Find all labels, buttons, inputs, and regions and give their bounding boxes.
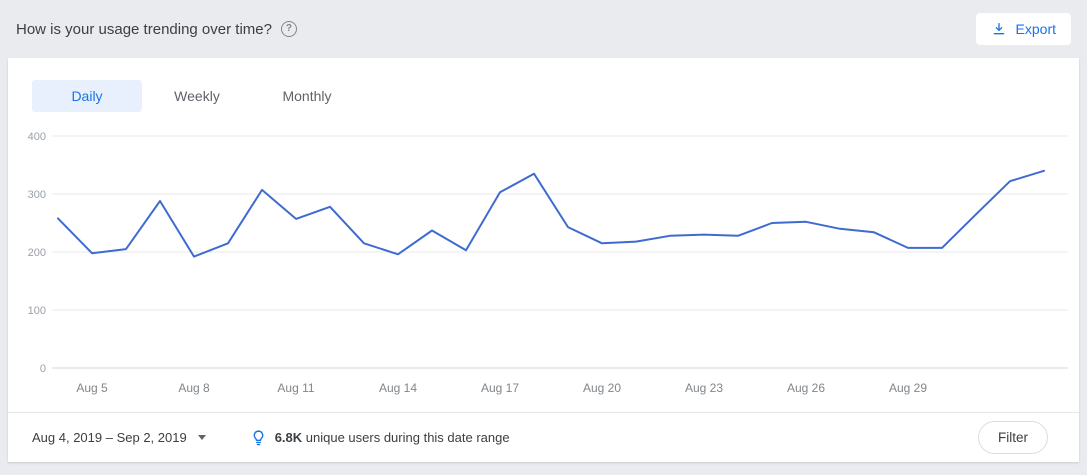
download-icon <box>993 23 1004 35</box>
granularity-tabs: Daily Weekly Monthly <box>8 58 1079 112</box>
tab-weekly[interactable]: Weekly <box>174 88 220 104</box>
usage-line-chart: 0 100 200 300 400 Aug 5 Aug 8 Aug 11 Aug 14 Aug 1… <box>28 131 1068 395</box>
svg-text:Aug 11: Aug 11 <box>277 381 314 395</box>
export-label: Export <box>1015 21 1056 37</box>
svg-text:400: 400 <box>28 131 46 143</box>
svg-text:Aug 17: Aug 17 <box>481 381 519 395</box>
svg-text:Aug 14: Aug 14 <box>379 381 417 395</box>
lightbulb-icon <box>253 430 264 446</box>
page-title: How is your usage trending over time? <box>16 20 272 38</box>
tab-daily[interactable]: Daily <box>32 80 142 112</box>
caret-down-icon <box>197 435 206 440</box>
usage-chart-card: Daily Weekly Monthly 0 100 200 300 400 Aug 5 A… <box>8 58 1079 462</box>
svg-text:300: 300 <box>28 189 46 201</box>
svg-text:Aug 29: Aug 29 <box>889 381 927 395</box>
tab-monthly[interactable]: Monthly <box>282 88 332 104</box>
chart-footer: Aug 4, 2019 – Sep 2, 2019 6.8K unique us… <box>8 412 1079 462</box>
svg-text:200: 200 <box>28 247 46 259</box>
svg-text:0: 0 <box>40 363 46 375</box>
insight-value: 6.8K <box>274 430 303 445</box>
filter-button[interactable]: Filter <box>978 421 1048 454</box>
page-header: How is your usage trending over time? ? … <box>0 0 1087 58</box>
svg-text:Aug 23: Aug 23 <box>685 381 723 395</box>
svg-text:Aug 5: Aug 5 <box>76 381 108 395</box>
date-range-label: Aug 4, 2019 – Sep 2, 2019 <box>32 430 187 445</box>
svg-text:Aug 26: Aug 26 <box>787 381 825 395</box>
title-wrap: How is your usage trending over time? ? <box>16 21 297 38</box>
help-icon[interactable]: ? <box>280 21 297 37</box>
insight: 6.8K unique users during this date range <box>250 429 510 446</box>
date-range-selector[interactable]: Aug 4, 2019 – Sep 2, 2019 <box>32 430 206 445</box>
svg-text:100: 100 <box>28 305 46 317</box>
export-button[interactable]: Export <box>975 13 1071 45</box>
svg-text:Aug 8: Aug 8 <box>178 381 210 395</box>
svg-text:Aug 20: Aug 20 <box>583 381 621 395</box>
insight-text: 6.8K unique users during this date range <box>274 430 510 445</box>
